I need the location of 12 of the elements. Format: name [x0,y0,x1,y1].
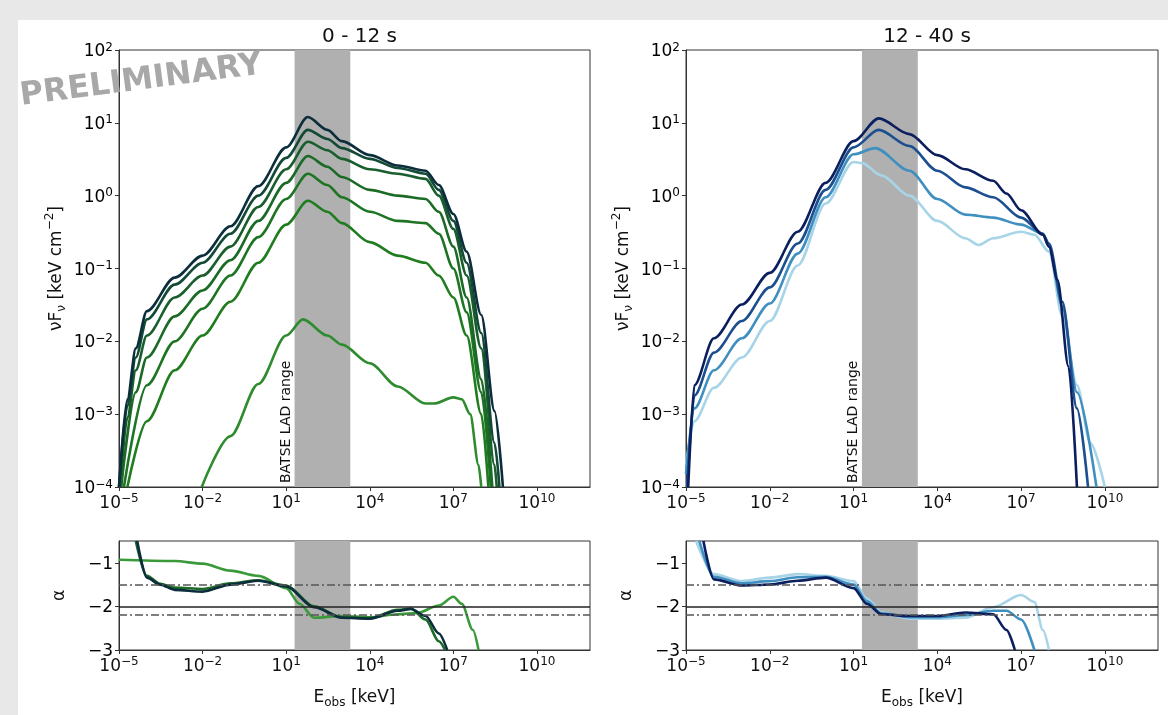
y-axis-title: νFν [keV cm−2] [609,206,635,331]
y-axis-title: α [47,589,68,602]
y-tick-label: −2 [87,596,113,617]
y-axis-title: νFν [keV cm−2] [42,206,68,331]
y-tick-label: −1 [87,552,113,573]
y-tick-label: −1 [654,552,680,573]
band-label: BATSE LAD range [843,360,860,483]
y-axis-title: α [614,589,635,602]
chart-title: 12 - 40 s [883,23,971,47]
band-label: BATSE LAD range [276,360,293,483]
chart-title: 0 - 12 s [322,23,397,47]
y-tick-label: −2 [654,596,680,617]
